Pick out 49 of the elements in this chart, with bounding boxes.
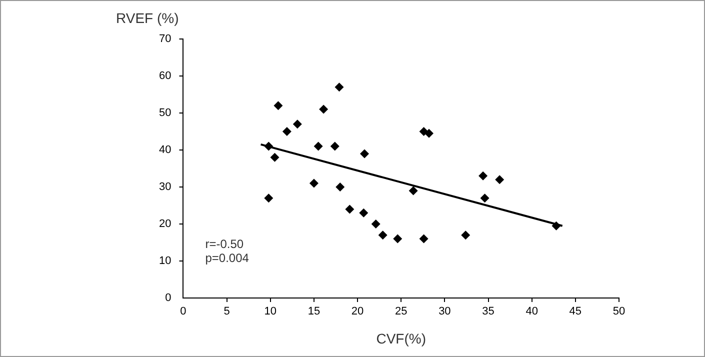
point bbox=[359, 208, 368, 218]
annotation: r=-0.50 bbox=[205, 237, 244, 251]
point bbox=[393, 234, 402, 244]
point bbox=[408, 186, 418, 196]
point bbox=[264, 142, 274, 151]
point bbox=[478, 171, 488, 180]
point bbox=[552, 221, 561, 230]
point bbox=[309, 178, 318, 188]
x-tick-label: 10 bbox=[264, 306, 277, 318]
point bbox=[330, 142, 340, 151]
point bbox=[314, 142, 323, 151]
point bbox=[480, 194, 490, 203]
point bbox=[319, 104, 328, 114]
y-tick-label: 0 bbox=[165, 292, 172, 304]
x-tick-label: 5 bbox=[224, 306, 230, 318]
y-tick-label: 70 bbox=[158, 33, 172, 46]
point bbox=[282, 127, 292, 136]
point bbox=[334, 82, 344, 92]
x-tick-label: 30 bbox=[438, 306, 451, 318]
point bbox=[461, 230, 470, 240]
y-tick-label: 60 bbox=[158, 70, 172, 82]
point bbox=[360, 149, 370, 158]
point bbox=[378, 230, 388, 240]
point bbox=[424, 128, 434, 138]
point bbox=[292, 120, 302, 129]
x-tick-label: 15 bbox=[308, 306, 320, 318]
point bbox=[419, 234, 428, 244]
y-tick-label: 20 bbox=[158, 218, 172, 230]
y-tick-label: 10 bbox=[158, 255, 172, 268]
point bbox=[336, 182, 345, 192]
point bbox=[371, 220, 380, 228]
x-axis-title: CVF(%) bbox=[376, 330, 426, 346]
x-tick-label: 0 bbox=[180, 306, 186, 318]
y-axis-title: RVEF (%) bbox=[116, 10, 179, 26]
y-tick-label: 50 bbox=[158, 107, 172, 120]
x-tick-label: 50 bbox=[612, 306, 626, 318]
x-tick-label: 25 bbox=[394, 306, 408, 318]
point bbox=[264, 194, 274, 203]
x-tick-label: 40 bbox=[526, 306, 538, 318]
point bbox=[270, 152, 280, 162]
point bbox=[345, 204, 354, 214]
point bbox=[495, 175, 504, 184]
y-tick-label: 40 bbox=[158, 144, 172, 156]
x-tick-label: 45 bbox=[569, 306, 582, 318]
x-tick-label: 20 bbox=[351, 306, 364, 318]
y-tick-label: 30 bbox=[158, 181, 172, 194]
point bbox=[274, 101, 283, 110]
annotation: p=0.004 bbox=[205, 251, 250, 265]
x-tick-label: 35 bbox=[482, 306, 494, 318]
